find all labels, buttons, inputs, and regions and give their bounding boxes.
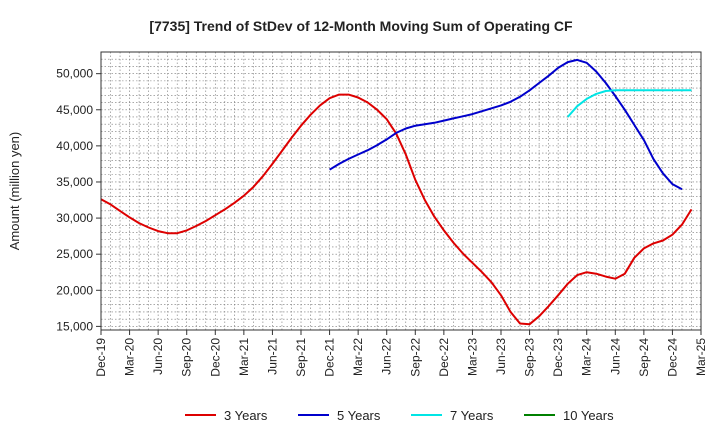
y-tick-label: 30,000	[56, 211, 93, 225]
x-tick-label: Mar-24	[580, 338, 594, 376]
x-tick-label: Dec-24	[665, 338, 679, 377]
y-tick-label: 35,000	[56, 175, 93, 189]
y-tick-label: 25,000	[56, 247, 93, 261]
y-tick-label: 50,000	[56, 67, 93, 81]
x-tick-label: Sep-24	[637, 338, 651, 377]
x-tick-label: Jun-22	[380, 338, 394, 375]
x-tick-label: Jun-20	[151, 338, 165, 375]
legend-item-10-years: 10 Years	[524, 408, 614, 423]
x-tick-label: Jun-23	[494, 338, 508, 375]
x-tick-label: Jun-21	[265, 338, 279, 375]
x-tick-label: Dec-19	[94, 338, 108, 377]
legend-item-3-years: 3 Years	[185, 408, 268, 423]
legend-label: 10 Years	[563, 408, 614, 423]
x-tick-label: Dec-21	[323, 338, 337, 377]
x-tick-label: Sep-21	[294, 338, 308, 377]
series-line-5-years	[329, 58, 683, 191]
grid-lines	[101, 52, 701, 330]
legend-label: 3 Years	[224, 408, 268, 423]
legend-label: 5 Years	[337, 408, 381, 423]
y-tick-label: 45,000	[56, 103, 93, 117]
x-tick-label: Mar-20	[123, 338, 137, 376]
y-tick-label: 15,000	[56, 319, 93, 333]
x-tick-label: Mar-21	[237, 338, 251, 376]
x-tick-label: Sep-22	[408, 338, 422, 377]
x-tick-label: Sep-23	[523, 338, 537, 377]
chart-title: [7735] Trend of StDev of 12-Month Moving…	[149, 18, 573, 34]
x-tick-label: Mar-22	[351, 338, 365, 376]
x-tick-label: Jun-24	[608, 338, 622, 375]
x-tick-label: Dec-20	[208, 338, 222, 377]
legend-item-5-years: 5 Years	[298, 408, 381, 423]
series-line-7-years	[566, 89, 692, 118]
x-tick-label: Mar-25	[694, 338, 708, 376]
legend-item-7-years: 7 Years	[411, 408, 494, 423]
x-tick-label: Sep-20	[180, 338, 194, 377]
x-tick-label: Dec-23	[551, 338, 565, 377]
x-axis-ticks: Dec-19 Mar-20 Jun-20 Sep-20 Dec-20 Mar-21 Jun-…	[94, 330, 708, 377]
y-axis-ticks: 15,000 20,000 25,000 30,000 35,000 40,000 45,0…	[56, 67, 101, 333]
y-axis-title: Amount (million yen)	[7, 132, 22, 251]
y-tick-label: 20,000	[56, 283, 93, 297]
y-tick-label: 40,000	[56, 139, 93, 153]
legend-label: 7 Years	[450, 408, 494, 423]
x-tick-label: Mar-23	[465, 338, 479, 376]
series-lines	[100, 58, 693, 326]
legend: 3 Years 5 Years 7 Years 10 Years	[185, 408, 614, 423]
plot-area-frame	[100, 51, 702, 331]
x-tick-label: Dec-22	[437, 338, 451, 377]
